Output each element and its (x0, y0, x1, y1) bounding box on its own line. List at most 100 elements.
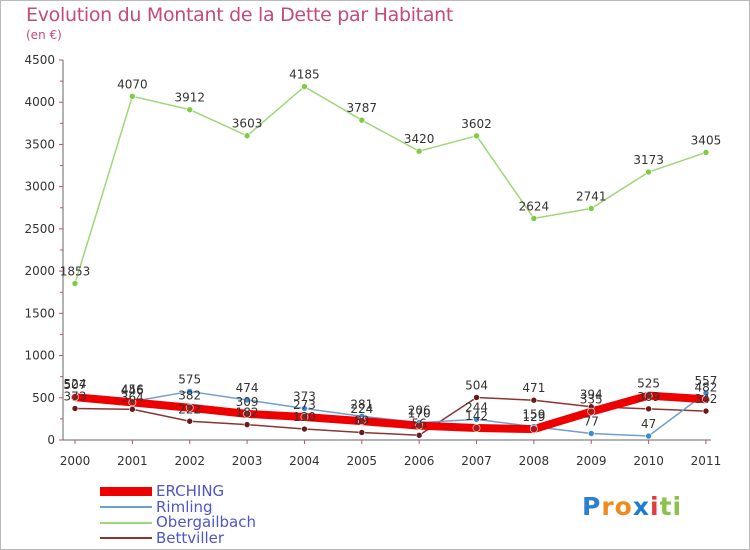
data-label-bettviller: 342 (695, 392, 718, 406)
data-point-erching (415, 421, 424, 430)
data-label-rimling: 373 (293, 390, 316, 404)
x-tick-label: 2002 (174, 454, 205, 468)
data-label-rimling: 557 (695, 374, 718, 388)
data-label-obergailbach: 3173 (633, 153, 664, 167)
data-point-erching (587, 407, 596, 416)
data-label-obergailbach: 2624 (519, 199, 550, 213)
data-point-rimling (301, 405, 308, 412)
legend-label: ERCHING (156, 482, 225, 500)
data-point-obergailbach (645, 168, 652, 176)
series-line-erching (71, 391, 710, 434)
data-point-bettviller (186, 417, 194, 425)
y-tick-label: 2000 (24, 264, 55, 278)
legend-label: Rimling (156, 497, 213, 516)
data-point-erching (702, 395, 710, 404)
x-tick-label: 2010 (633, 454, 664, 468)
data-point-obergailbach (415, 147, 423, 155)
data-label-erching: 170 (408, 407, 431, 421)
data-label-erching: 525 (637, 377, 660, 391)
x-tick-label: 2004 (289, 454, 320, 468)
data-point-obergailbach (243, 132, 251, 140)
data-label-rimling: 77 (584, 414, 599, 428)
legend-label: Obergailbach (156, 513, 256, 531)
data-label-erching: 507 (64, 378, 87, 392)
data-label-obergailbach: 3912 (174, 91, 205, 105)
data-point-rimling (243, 396, 251, 404)
data-point-obergailbach (71, 280, 79, 287)
data-label-rimling: 206 (408, 404, 431, 418)
chart-legend: ERCHING Rimling Obergailbach Bettviller (100, 482, 256, 547)
data-label-bettviller: 89 (354, 413, 369, 427)
logo-letter: P (582, 492, 602, 521)
data-label-erching: 335 (580, 393, 603, 407)
x-tick-label: 2003 (232, 454, 263, 468)
data-point-erching (71, 393, 79, 402)
x-tick-label: 2007 (461, 454, 492, 468)
logo-letter: i (672, 492, 683, 521)
data-label-erching: 382 (178, 389, 201, 403)
legend-swatch (100, 506, 152, 509)
data-label-rimling: 456 (121, 382, 144, 396)
data-point-erching (529, 425, 538, 434)
data-label-bettviller: 182 (236, 406, 259, 420)
data-label-obergailbach: 2741 (576, 190, 607, 204)
data-label-bettviller: 56 (412, 416, 427, 430)
legend-label: Bettviller (156, 528, 225, 547)
y-tick-label: 1500 (24, 306, 55, 320)
data-label-bettviller: 373 (64, 390, 87, 404)
data-label-obergailbach: 3420 (404, 132, 435, 146)
data-label-bettviller: 504 (465, 378, 488, 392)
x-tick-label: 2006 (404, 454, 435, 468)
data-point-bettviller (530, 396, 538, 404)
chart-unit: (en €) (26, 28, 62, 42)
data-point-bettviller (645, 405, 652, 413)
data-point-erching (243, 410, 251, 418)
y-tick-label: 3500 (24, 137, 55, 151)
data-point-rimling (587, 430, 595, 437)
y-tick-label: 4000 (24, 95, 55, 109)
data-point-erching (644, 391, 653, 400)
data-label-erching: 142 (465, 409, 488, 423)
data-label-obergailbach: 3405 (691, 133, 722, 147)
data-label-obergailbach: 4070 (117, 77, 148, 91)
data-label-rimling: 281 (350, 397, 373, 411)
x-tick-label: 2005 (347, 454, 378, 468)
data-point-erching (300, 413, 309, 421)
data-label-bettviller: 130 (293, 410, 316, 424)
chart-title: Evolution du Montant de la Dette par Hab… (26, 4, 454, 26)
data-label-obergailbach: 3603 (232, 117, 263, 131)
data-point-erching (128, 398, 137, 407)
data-point-obergailbach (530, 215, 538, 222)
series-line-obergailbach (74, 85, 707, 285)
data-label-bettviller: 394 (580, 388, 603, 402)
x-tick-label: 2008 (519, 454, 550, 468)
proxiti-logo: Proxiti (582, 492, 682, 521)
data-label-obergailbach: 4185 (289, 68, 320, 82)
data-label-bettviller: 222 (178, 402, 201, 416)
legend-item-erching: ERCHING (100, 482, 256, 500)
data-point-obergailbach (587, 205, 595, 212)
data-label-rimling: 575 (178, 372, 201, 386)
series-line-rimling (74, 390, 707, 437)
data-point-rimling (186, 388, 194, 395)
data-label-obergailbach: 3602 (461, 117, 492, 131)
x-tick-label: 2000 (60, 454, 91, 468)
y-tick-label: 4500 (24, 53, 55, 67)
x-tick-label: 2011 (691, 454, 722, 468)
data-point-bettviller (301, 425, 308, 433)
data-point-obergailbach (358, 116, 366, 124)
logo-letter: t (659, 492, 673, 521)
y-tick-label: 0 (47, 433, 55, 447)
data-point-obergailbach (473, 132, 480, 140)
data-point-obergailbach (301, 83, 308, 90)
legend-item-bettviller: Bettviller (100, 528, 256, 547)
y-tick-label: 1000 (24, 349, 55, 363)
legend-swatch (100, 537, 152, 540)
y-tick-label: 2500 (24, 222, 55, 236)
x-tick-label: 2001 (117, 454, 148, 468)
data-label-erching: 309 (236, 395, 259, 409)
data-label-rimling: 159 (522, 408, 545, 422)
data-label-bettviller: 369 (637, 390, 660, 404)
data-point-bettviller (358, 429, 366, 436)
data-point-erching (357, 417, 366, 425)
